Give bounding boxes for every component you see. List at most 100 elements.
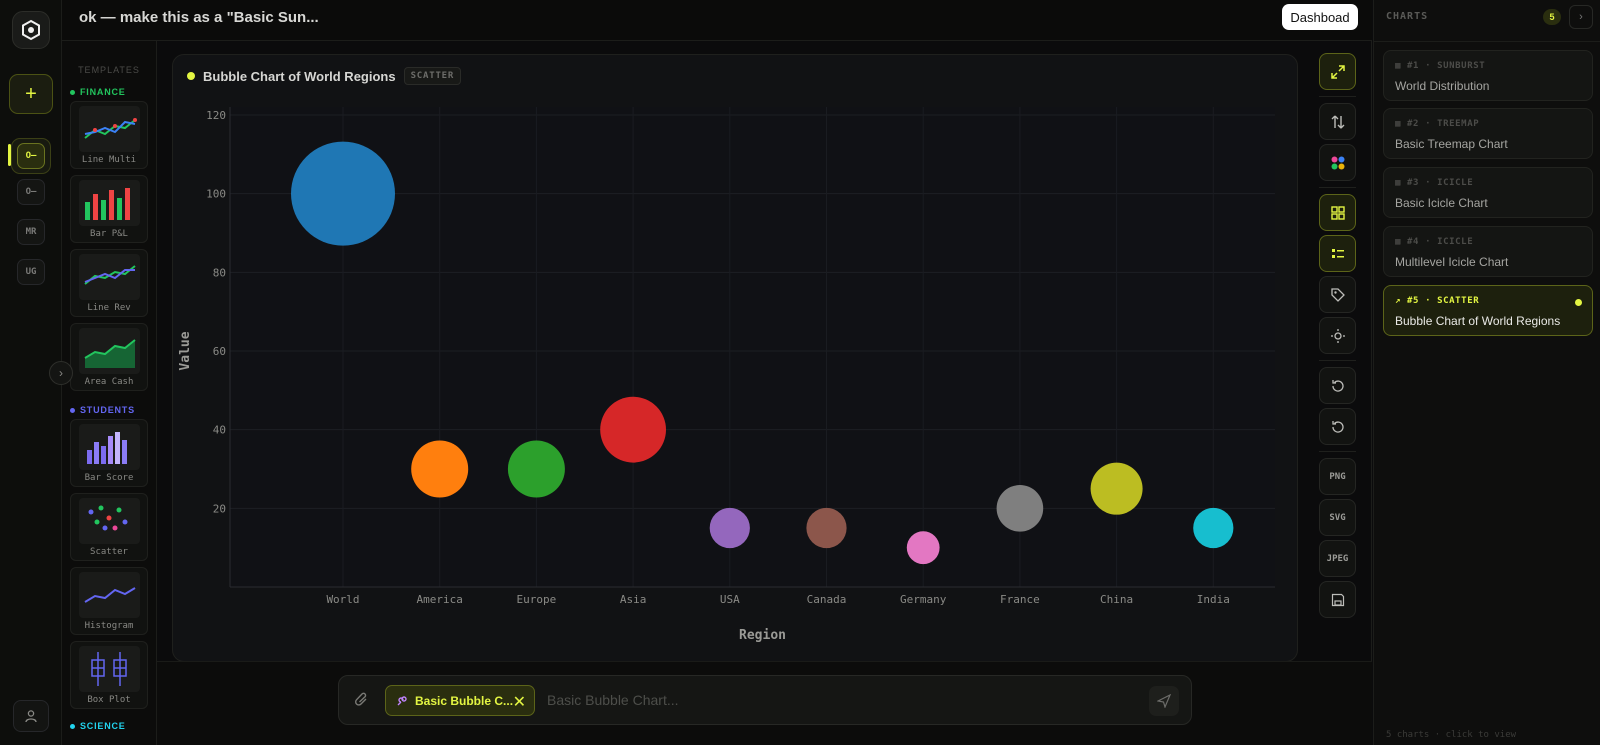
template-thumbnail: [79, 424, 140, 470]
x-tick-label: Canada: [807, 593, 847, 606]
chat-input-box[interactable]: Basic Bubble C... ✕ Basic Bubble Chart..…: [338, 675, 1192, 725]
chevron-right-icon: ›: [59, 366, 63, 380]
x-tick-label: France: [1000, 593, 1040, 606]
x-tick-label: America: [417, 593, 463, 606]
rail-workspace-2[interactable]: O—: [17, 179, 45, 205]
chip-label: Basic Bubble C...: [415, 693, 514, 708]
export-svg-button[interactable]: SVG: [1319, 499, 1356, 536]
bubble-point: [806, 507, 847, 549]
template-line-rev[interactable]: Line Rev: [70, 249, 148, 317]
divider: [1319, 96, 1356, 97]
grid-toggle-button[interactable]: [1319, 194, 1356, 231]
charts-heading: CHARTS: [1386, 11, 1429, 22]
bar-chart-icon: [85, 188, 130, 220]
bubble-chart[interactable]: 20 40 60 80 100 120 World America Europe Asia USA C…: [173, 55, 1299, 663]
chart-item-name: Basic Icicle Chart: [1395, 196, 1488, 210]
undo-button[interactable]: [1319, 367, 1356, 404]
template-area-cash[interactable]: Area Cash: [70, 323, 148, 391]
expand-icon: [1330, 64, 1345, 79]
chart-list-item[interactable]: ▦ #3 · ICICLE Basic Icicle Chart: [1383, 167, 1593, 218]
save-icon: [1331, 593, 1344, 606]
chart-list-item-active[interactable]: ↗ #5 · SCATTER Bubble Chart of World Regi…: [1383, 285, 1593, 336]
template-bar-pl[interactable]: Bar P&L: [70, 175, 148, 243]
template-label: Histogram: [84, 621, 134, 631]
templates-heading: TEMPLATES: [78, 65, 140, 75]
template-line-multi[interactable]: Line Multi: [70, 101, 148, 169]
rail-workspace-1[interactable]: O—: [17, 143, 45, 169]
user-profile-button[interactable]: [13, 700, 49, 732]
chevron-right-icon: ›: [1579, 11, 1583, 23]
bubble-point: [1090, 462, 1143, 515]
scatter-chart-icon: [88, 505, 128, 531]
collapse-panel-button[interactable]: ›: [1569, 5, 1593, 29]
swap-axes-button[interactable]: [1319, 103, 1356, 140]
chart-item-meta: ▦ #4 · ICICLE: [1395, 237, 1473, 247]
chart-header: Bubble Chart of World Regions SCATTER: [187, 67, 462, 85]
template-box-plot[interactable]: Box Plot: [70, 641, 148, 709]
chart-item-id: #1: [1407, 61, 1420, 71]
theme-button[interactable]: [1319, 317, 1356, 354]
template-thumbnail: [79, 646, 140, 692]
remove-chip-icon[interactable]: ✕: [512, 694, 526, 711]
selected-chart-chip[interactable]: Basic Bubble C... ✕: [385, 685, 535, 716]
template-thumbnail: [79, 106, 140, 152]
expand-sidebar-button[interactable]: ›: [49, 361, 73, 385]
status-dot: [187, 72, 195, 80]
bubble-point: [996, 485, 1044, 532]
chart-item-meta: ▦ #3 · ICICLE: [1395, 178, 1473, 188]
template-bar-score[interactable]: Bar Score: [70, 419, 148, 487]
new-chat-button[interactable]: +: [9, 74, 53, 114]
separator: ·: [1425, 178, 1432, 188]
labels-button[interactable]: [1319, 276, 1356, 313]
y-axis-label: Value: [178, 331, 193, 370]
line-chart-icon: [84, 118, 137, 139]
chart-item-meta: ↗ #5 · SCATTER: [1395, 296, 1479, 306]
save-button[interactable]: [1319, 581, 1356, 618]
template-thumbnail: [79, 498, 140, 544]
color-palette-button[interactable]: [1319, 144, 1356, 181]
grid-icon: [1330, 205, 1345, 220]
export-png-button[interactable]: PNG: [1319, 458, 1356, 495]
chart-item-name: World Distribution: [1395, 79, 1490, 93]
reset-button[interactable]: [1319, 408, 1356, 445]
chart-list-item[interactable]: ▦ #1 · SUNBURST World Distribution: [1383, 50, 1593, 101]
app-logo[interactable]: [12, 11, 50, 49]
chart-list-item[interactable]: ▦ #4 · ICICLE Multilevel Icicle Chart: [1383, 226, 1593, 277]
user-icon: [25, 710, 37, 723]
chart-item-name: Multilevel Icicle Chart: [1395, 255, 1509, 269]
template-scatter[interactable]: Scatter: [70, 493, 148, 561]
bubble-point: [507, 440, 565, 498]
bar-chart-icon: [87, 432, 127, 464]
chart-title: Bubble Chart of World Regions: [203, 68, 396, 84]
chat-input-placeholder[interactable]: Basic Bubble Chart...: [547, 692, 679, 708]
send-icon: [1157, 694, 1171, 708]
section-dot: [70, 89, 75, 95]
y-tick-label: 80: [213, 266, 226, 279]
send-button[interactable]: [1149, 686, 1179, 716]
divider: [1319, 360, 1356, 361]
template-label: Line Multi: [81, 155, 137, 165]
x-tick-label: Asia: [620, 593, 647, 606]
divider: [1319, 187, 1356, 188]
legend-toggle-button[interactable]: [1319, 235, 1356, 272]
attach-button[interactable]: [354, 691, 370, 714]
template-section-students: STUDENTS: [70, 405, 156, 415]
rail-workspace-ug[interactable]: UG: [17, 259, 45, 285]
separator: ·: [1425, 237, 1432, 247]
template-histogram[interactable]: Histogram: [70, 567, 148, 635]
export-jpeg-button[interactable]: JPEG: [1319, 540, 1356, 577]
section-title: STUDENTS: [80, 405, 135, 415]
palette-icon: [1331, 156, 1344, 169]
x-tick-label: World: [326, 593, 359, 606]
trend-icon: ↗: [1395, 296, 1402, 306]
conversation-title: ok — make this as a "Basic Sun...: [79, 9, 319, 26]
plus-icon: +: [25, 82, 37, 105]
separator: ·: [1425, 61, 1432, 71]
fullscreen-button[interactable]: [1319, 53, 1356, 90]
rail-workspace-mr[interactable]: MR: [17, 219, 45, 245]
chart-item-type: ICICLE: [1437, 178, 1474, 188]
charts-footer: 5 charts · click to view: [1386, 730, 1517, 740]
dashboard-button[interactable]: Dashboad: [1282, 4, 1358, 30]
chart-list-item[interactable]: ▦ #2 · TREEMAP Basic Treemap Chart: [1383, 108, 1593, 159]
line-chart-icon: [84, 587, 136, 603]
